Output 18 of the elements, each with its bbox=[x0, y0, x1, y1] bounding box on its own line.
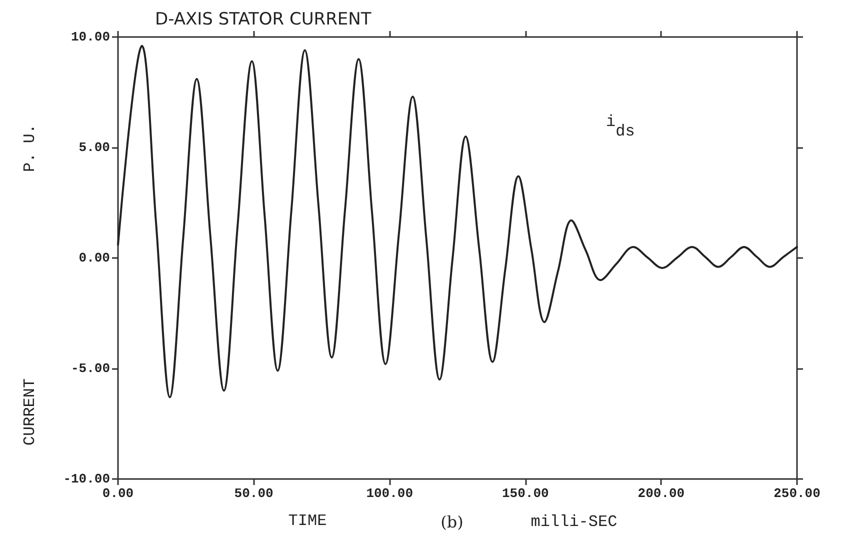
y-tick-label: 10.00 bbox=[70, 30, 110, 44]
x-axis-title: TIME bbox=[288, 512, 327, 530]
text: P. U. bbox=[21, 124, 39, 172]
y-tick-label: 0.00 bbox=[78, 250, 110, 266]
y-tick-label: -5.00 bbox=[70, 361, 110, 376]
y-tick-label: 5.00 bbox=[78, 140, 110, 155]
y-axis-title: CURRENT bbox=[21, 378, 39, 446]
text: milli-SEC bbox=[530, 513, 618, 531]
x-tick-label: 150.00 bbox=[502, 486, 549, 501]
x-tick-label: 0.00 bbox=[102, 486, 134, 501]
chart-title: D-AXIS STATOR CURRENT bbox=[155, 10, 372, 30]
x-tick-label: 200.00 bbox=[638, 486, 685, 501]
line-series bbox=[117, 44, 798, 398]
x-tick-label: 100.00 bbox=[366, 486, 414, 501]
x-tick-label: 50.00 bbox=[234, 486, 274, 501]
x-tick-label: 250.00 bbox=[774, 486, 821, 501]
text: (b) bbox=[440, 512, 464, 532]
y-tick-label: -10.00 bbox=[63, 472, 110, 486]
